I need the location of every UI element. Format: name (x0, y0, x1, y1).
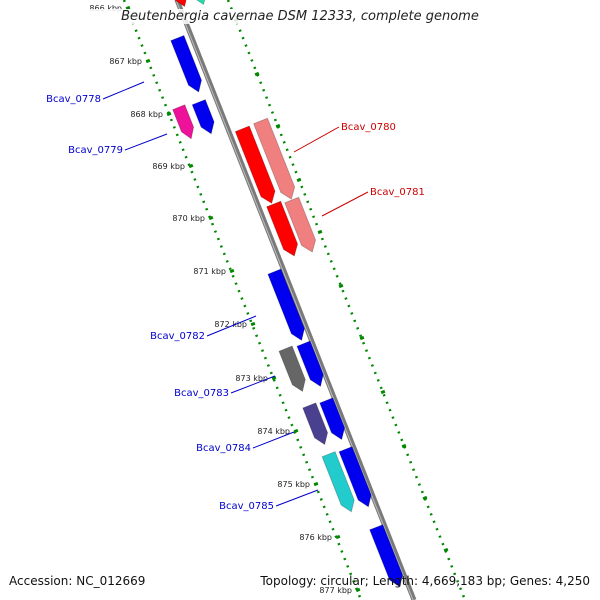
tick-mark (254, 71, 260, 77)
gene-labels: Bcav_0778 Bcav_0779 Bcav_0780 Bcav_0781 Bcav… (46, 81, 425, 512)
genome-summary-text: Topology: circular; Length: 4,669,183 bp… (260, 574, 590, 588)
tick-label: 875 kbp (277, 480, 310, 489)
gene-label: Bcav_0783 (174, 388, 229, 399)
tick-label: 871 kbp (193, 267, 226, 276)
gene-label: Bcav_0779 (68, 145, 123, 156)
gene-leader-line (102, 81, 145, 100)
gene-label: Bcav_0781 (370, 187, 425, 198)
tick-mark (335, 534, 341, 540)
gene-bcav-0783-arrow (296, 340, 324, 388)
gene-gray-block (278, 345, 306, 393)
gene-label: Bcav_0778 (46, 94, 101, 105)
tick-mark (443, 547, 449, 553)
tick-label: 877 kbp (319, 586, 352, 595)
gene-slate-block (302, 402, 329, 446)
tick-mark (145, 58, 151, 64)
tick-label: 876 kbp (299, 533, 332, 542)
tick-label: 870 kbp (172, 214, 205, 223)
tick-mark (250, 321, 256, 327)
inner-dotted-track (122, 0, 363, 600)
gene-leader-line (275, 489, 319, 507)
gene-features (170, 0, 404, 588)
gene-label: Bcav_0780 (341, 122, 396, 133)
gene-top-partial (174, 0, 187, 8)
tick-label: 868 kbp (130, 110, 163, 119)
gene-bcav-0780-arrow (234, 125, 276, 204)
gene-bcav-0782-arrow (267, 268, 305, 342)
gene-leader-line (206, 315, 257, 337)
gene-label: Bcav_0784 (196, 443, 251, 454)
tick-label: 869 kbp (152, 162, 185, 171)
gene-leader-line (321, 191, 369, 217)
tick-mark (188, 163, 194, 169)
gene-magenta-block (172, 104, 195, 140)
tick-mark (125, 5, 131, 11)
tick-label: 872 kbp (214, 320, 247, 329)
gene-bcav-0785-arrow (338, 446, 372, 508)
gene-bcav-0784-arrow (319, 397, 346, 441)
gene-label: Bcav_0785 (219, 501, 274, 512)
tick-mark (296, 177, 302, 183)
gene-light-block (284, 196, 317, 253)
gene-leader-line (230, 375, 276, 394)
gene-top-partial (196, 0, 206, 6)
tick-mark (401, 443, 407, 449)
gene-leader-line (293, 126, 340, 153)
tick-mark (317, 229, 323, 235)
tick-label: 866 kbp (89, 4, 122, 13)
outer-dotted-track (226, 0, 467, 600)
tick-mark (359, 335, 365, 341)
page-title: Beutenbergia cavernae DSM 12333, complet… (0, 9, 600, 24)
tick-mark (166, 111, 172, 117)
tick-mark (355, 587, 361, 593)
tick-mark (229, 268, 235, 274)
gene-bcav-0778-arrow (170, 34, 202, 93)
tick-label: 874 kbp (257, 427, 290, 436)
tick-label: 867 kbp (109, 57, 142, 66)
gene-label: Bcav_0782 (150, 331, 205, 342)
gene-cyan-block (321, 451, 355, 513)
backbone-line (174, 0, 417, 600)
gene-bcav-0781-arrow (266, 200, 299, 257)
gene-leader-line (252, 431, 295, 449)
tick-mark (275, 123, 281, 129)
tick-mark (208, 215, 214, 221)
tick-label: 873 kbp (235, 374, 268, 383)
gene-forward-arrow (369, 524, 404, 588)
tick-mark (422, 495, 428, 501)
tick-mark (313, 481, 319, 487)
gene-bcav-0779-arrow (191, 99, 215, 135)
accession-text: Accession: NC_012669 (9, 574, 146, 588)
tick-mark (380, 389, 386, 395)
tick-labels: 866 kbp 867 kbp 868 kbp 869 kbp 870 kbp 871 k… (89, 4, 352, 595)
gene-light-block (253, 117, 296, 200)
tick-mark (271, 375, 277, 381)
tick-mark (338, 283, 344, 289)
gene-leader-line (124, 133, 168, 151)
tick-mark (293, 428, 299, 434)
